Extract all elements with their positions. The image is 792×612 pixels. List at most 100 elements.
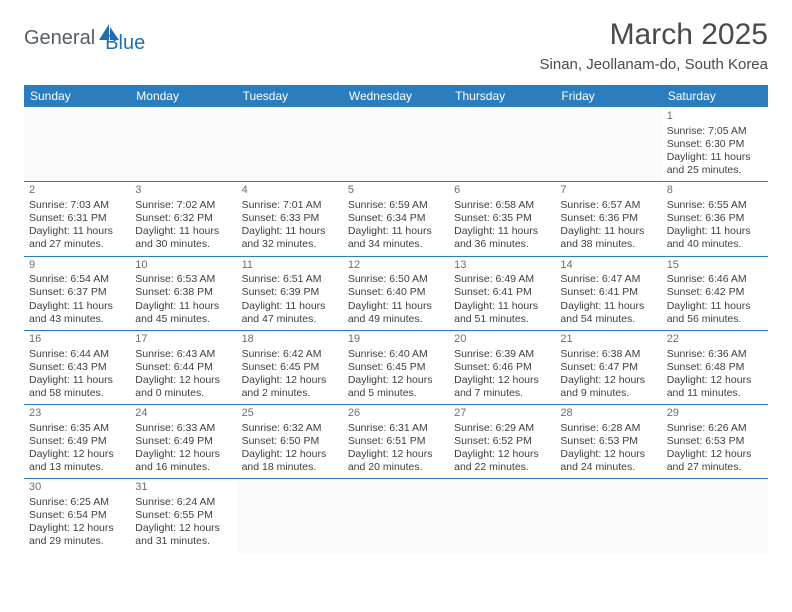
daylight-text: and 54 minutes. xyxy=(560,313,656,326)
day-number: 4 xyxy=(242,184,338,198)
sunrise-text: Sunrise: 6:35 AM xyxy=(29,422,125,435)
daylight-text: Daylight: 11 hours xyxy=(560,225,656,238)
sunset-text: Sunset: 6:55 PM xyxy=(135,509,231,522)
sunset-text: Sunset: 6:51 PM xyxy=(348,435,444,448)
day-number: 20 xyxy=(454,333,550,347)
day-number: 3 xyxy=(135,184,231,198)
daylight-text: Daylight: 12 hours xyxy=(242,448,338,461)
calendar-row: 1Sunrise: 7:05 AMSunset: 6:30 PMDaylight… xyxy=(24,108,768,182)
sunrise-text: Sunrise: 6:59 AM xyxy=(348,199,444,212)
sunrise-text: Sunrise: 6:51 AM xyxy=(242,273,338,286)
day-number: 5 xyxy=(348,184,444,198)
daylight-text: and 58 minutes. xyxy=(29,387,125,400)
daylight-text: Daylight: 11 hours xyxy=(242,300,338,313)
sunset-text: Sunset: 6:46 PM xyxy=(454,361,550,374)
sunset-text: Sunset: 6:34 PM xyxy=(348,212,444,225)
daylight-text: and 40 minutes. xyxy=(667,238,763,251)
calendar-cell xyxy=(343,479,449,553)
day-number: 2 xyxy=(29,184,125,198)
calendar-cell: 6Sunrise: 6:58 AMSunset: 6:35 PMDaylight… xyxy=(449,182,555,256)
sunrise-text: Sunrise: 6:42 AM xyxy=(242,348,338,361)
sunrise-text: Sunrise: 7:03 AM xyxy=(29,199,125,212)
sunset-text: Sunset: 6:41 PM xyxy=(454,286,550,299)
sunrise-text: Sunrise: 6:39 AM xyxy=(454,348,550,361)
sunrise-text: Sunrise: 6:26 AM xyxy=(667,422,763,435)
sunset-text: Sunset: 6:38 PM xyxy=(135,286,231,299)
daylight-text: and 2 minutes. xyxy=(242,387,338,400)
calendar-cell: 5Sunrise: 6:59 AMSunset: 6:34 PMDaylight… xyxy=(343,182,449,256)
day-number: 24 xyxy=(135,407,231,421)
daylight-text: and 7 minutes. xyxy=(454,387,550,400)
page-title: March 2025 xyxy=(540,18,768,52)
sunset-text: Sunset: 6:45 PM xyxy=(242,361,338,374)
daylight-text: and 13 minutes. xyxy=(29,461,125,474)
day-number: 27 xyxy=(454,407,550,421)
sunset-text: Sunset: 6:53 PM xyxy=(560,435,656,448)
calendar-cell: 11Sunrise: 6:51 AMSunset: 6:39 PMDayligh… xyxy=(237,256,343,330)
daylight-text: Daylight: 12 hours xyxy=(242,374,338,387)
sunset-text: Sunset: 6:44 PM xyxy=(135,361,231,374)
weekday-header: Thursday xyxy=(449,85,555,108)
daylight-text: and 9 minutes. xyxy=(560,387,656,400)
daylight-text: and 36 minutes. xyxy=(454,238,550,251)
daylight-text: Daylight: 11 hours xyxy=(135,225,231,238)
sunset-text: Sunset: 6:30 PM xyxy=(667,138,763,151)
calendar-cell: 31Sunrise: 6:24 AMSunset: 6:55 PMDayligh… xyxy=(130,479,236,553)
calendar-cell: 9Sunrise: 6:54 AMSunset: 6:37 PMDaylight… xyxy=(24,256,130,330)
weekday-header: Wednesday xyxy=(343,85,449,108)
logo: General Blue xyxy=(24,24,145,53)
sunset-text: Sunset: 6:31 PM xyxy=(29,212,125,225)
sunset-text: Sunset: 6:52 PM xyxy=(454,435,550,448)
daylight-text: and 22 minutes. xyxy=(454,461,550,474)
sunset-text: Sunset: 6:41 PM xyxy=(560,286,656,299)
sunset-text: Sunset: 6:37 PM xyxy=(29,286,125,299)
calendar-cell xyxy=(237,108,343,182)
calendar-cell xyxy=(449,108,555,182)
daylight-text: Daylight: 12 hours xyxy=(454,448,550,461)
daylight-text: Daylight: 12 hours xyxy=(348,448,444,461)
daylight-text: and 31 minutes. xyxy=(135,535,231,548)
calendar-page: General Blue March 2025 Sinan, Jeollanam… xyxy=(0,0,792,553)
daylight-text: and 16 minutes. xyxy=(135,461,231,474)
sunrise-text: Sunrise: 6:25 AM xyxy=(29,496,125,509)
weekday-header: Sunday xyxy=(24,85,130,108)
weekday-header: Tuesday xyxy=(237,85,343,108)
sunset-text: Sunset: 6:33 PM xyxy=(242,212,338,225)
daylight-text: Daylight: 12 hours xyxy=(29,522,125,535)
daylight-text: Daylight: 11 hours xyxy=(454,300,550,313)
day-number: 9 xyxy=(29,259,125,273)
daylight-text: Daylight: 12 hours xyxy=(560,374,656,387)
daylight-text: and 20 minutes. xyxy=(348,461,444,474)
sunrise-text: Sunrise: 6:38 AM xyxy=(560,348,656,361)
daylight-text: and 24 minutes. xyxy=(560,461,656,474)
sunset-text: Sunset: 6:36 PM xyxy=(560,212,656,225)
sunrise-text: Sunrise: 6:28 AM xyxy=(560,422,656,435)
daylight-text: and 0 minutes. xyxy=(135,387,231,400)
calendar-cell: 21Sunrise: 6:38 AMSunset: 6:47 PMDayligh… xyxy=(555,330,661,404)
sunrise-text: Sunrise: 6:49 AM xyxy=(454,273,550,286)
daylight-text: Daylight: 11 hours xyxy=(135,300,231,313)
sunrise-text: Sunrise: 6:36 AM xyxy=(667,348,763,361)
weekday-header: Monday xyxy=(130,85,236,108)
calendar-cell: 10Sunrise: 6:53 AMSunset: 6:38 PMDayligh… xyxy=(130,256,236,330)
day-number: 26 xyxy=(348,407,444,421)
location-subtitle: Sinan, Jeollanam-do, South Korea xyxy=(540,56,768,73)
sunrise-text: Sunrise: 7:01 AM xyxy=(242,199,338,212)
day-number: 11 xyxy=(242,259,338,273)
calendar-table: Sunday Monday Tuesday Wednesday Thursday… xyxy=(24,85,768,553)
daylight-text: and 29 minutes. xyxy=(29,535,125,548)
logo-text-blue: Blue xyxy=(105,32,145,55)
calendar-cell: 29Sunrise: 6:26 AMSunset: 6:53 PMDayligh… xyxy=(662,405,768,479)
daylight-text: Daylight: 11 hours xyxy=(348,225,444,238)
daylight-text: and 32 minutes. xyxy=(242,238,338,251)
daylight-text: Daylight: 11 hours xyxy=(667,300,763,313)
sunset-text: Sunset: 6:45 PM xyxy=(348,361,444,374)
sunset-text: Sunset: 6:47 PM xyxy=(560,361,656,374)
calendar-cell: 20Sunrise: 6:39 AMSunset: 6:46 PMDayligh… xyxy=(449,330,555,404)
day-number: 7 xyxy=(560,184,656,198)
calendar-cell xyxy=(24,108,130,182)
daylight-text: and 5 minutes. xyxy=(348,387,444,400)
day-number: 23 xyxy=(29,407,125,421)
day-number: 13 xyxy=(454,259,550,273)
calendar-row: 2Sunrise: 7:03 AMSunset: 6:31 PM Daylight… xyxy=(24,182,768,256)
